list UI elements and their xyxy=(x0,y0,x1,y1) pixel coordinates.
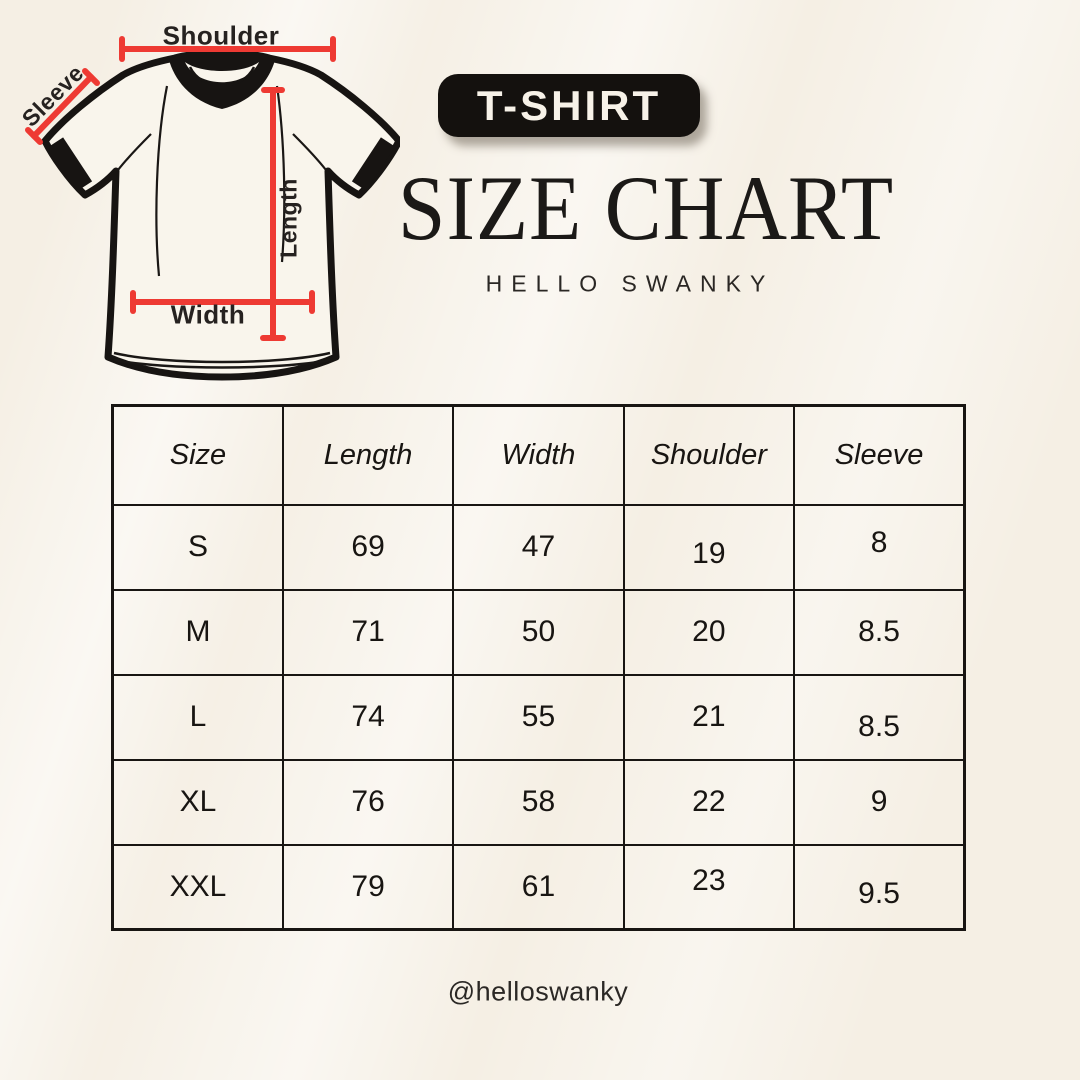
table-cell: 22 xyxy=(622,758,796,846)
table-cell: 20 xyxy=(622,588,796,676)
social-handle: @helloswanky xyxy=(447,976,629,1007)
tshirt-badge-label: T-SHIRT xyxy=(476,81,662,129)
table-cell: 50 xyxy=(452,588,625,676)
width-measure-line xyxy=(130,290,315,314)
column-header-size: Size xyxy=(111,404,284,506)
length-measure-line xyxy=(260,87,286,341)
table-cell: 9.5 xyxy=(793,850,966,938)
table-cell: 58 xyxy=(452,758,625,846)
table-cell: 8 xyxy=(793,499,966,587)
left-cuff-band xyxy=(48,137,93,191)
tshirt-measurement-diagram: Shoulder Sleeve Length Width xyxy=(15,12,400,387)
column-header-length: Length xyxy=(281,404,455,506)
width-measure-label: Width xyxy=(170,299,246,330)
table-cell: 21 xyxy=(622,673,796,761)
collar-inner xyxy=(185,62,259,83)
table-cell: 47 xyxy=(452,503,625,591)
table-row-l: L 74 55 21 8.5 xyxy=(111,673,966,771)
table-cell: 76 xyxy=(281,758,455,846)
shoulder-measure-line xyxy=(119,36,336,62)
table-cell: 69 xyxy=(281,503,455,591)
table-row-s: S 69 47 19 8 xyxy=(111,499,966,598)
brand-subtitle: HELLO SWANKY xyxy=(485,270,775,297)
table-cell: 8.5 xyxy=(793,683,966,771)
table-row-xxl: XXL 79 61 23 9.5 xyxy=(111,837,966,938)
tshirt-badge: T-SHIRT xyxy=(438,74,700,137)
sleeve-measure-line xyxy=(25,68,100,145)
table-cell: L xyxy=(111,673,284,761)
column-header-sleeve: Sleeve xyxy=(793,404,966,506)
table-row-xl: XL 76 58 22 9 xyxy=(111,758,966,846)
table-cell: 79 xyxy=(281,843,455,931)
fabric-creases xyxy=(113,85,331,369)
table-row-m: M 71 50 20 8.5 xyxy=(111,588,966,676)
collar-rib-line xyxy=(188,66,256,87)
page-title: SIZE CHART xyxy=(397,157,895,259)
shoulder-measure-label: Shoulder xyxy=(162,20,280,51)
tshirt-illustration xyxy=(25,36,400,381)
table-cell: M xyxy=(111,588,284,676)
column-header-width: Width xyxy=(452,404,625,506)
table-cell: 61 xyxy=(452,843,625,931)
table-cell: 74 xyxy=(281,673,455,761)
table-cell: 23 xyxy=(622,837,796,925)
table-cell: 19 xyxy=(622,510,796,598)
table-header-row: Size Length Width Shoulder Sleeve xyxy=(111,404,966,506)
table-cell: 55 xyxy=(452,673,625,761)
column-header-shoulder: Shoulder xyxy=(622,404,796,506)
measurement-lines xyxy=(25,36,336,341)
size-table: Size Length Width Shoulder Sleeve S 69 4… xyxy=(111,404,966,938)
table-cell: XXL xyxy=(111,843,284,931)
length-measure-label: Length xyxy=(275,178,302,258)
table-cell: XL xyxy=(111,758,284,846)
table-cell: 9 xyxy=(793,758,966,846)
table-cell: S xyxy=(111,503,284,591)
right-cuff-band xyxy=(351,137,396,191)
table-cell: 71 xyxy=(281,588,455,676)
table-cell: 8.5 xyxy=(793,588,966,676)
